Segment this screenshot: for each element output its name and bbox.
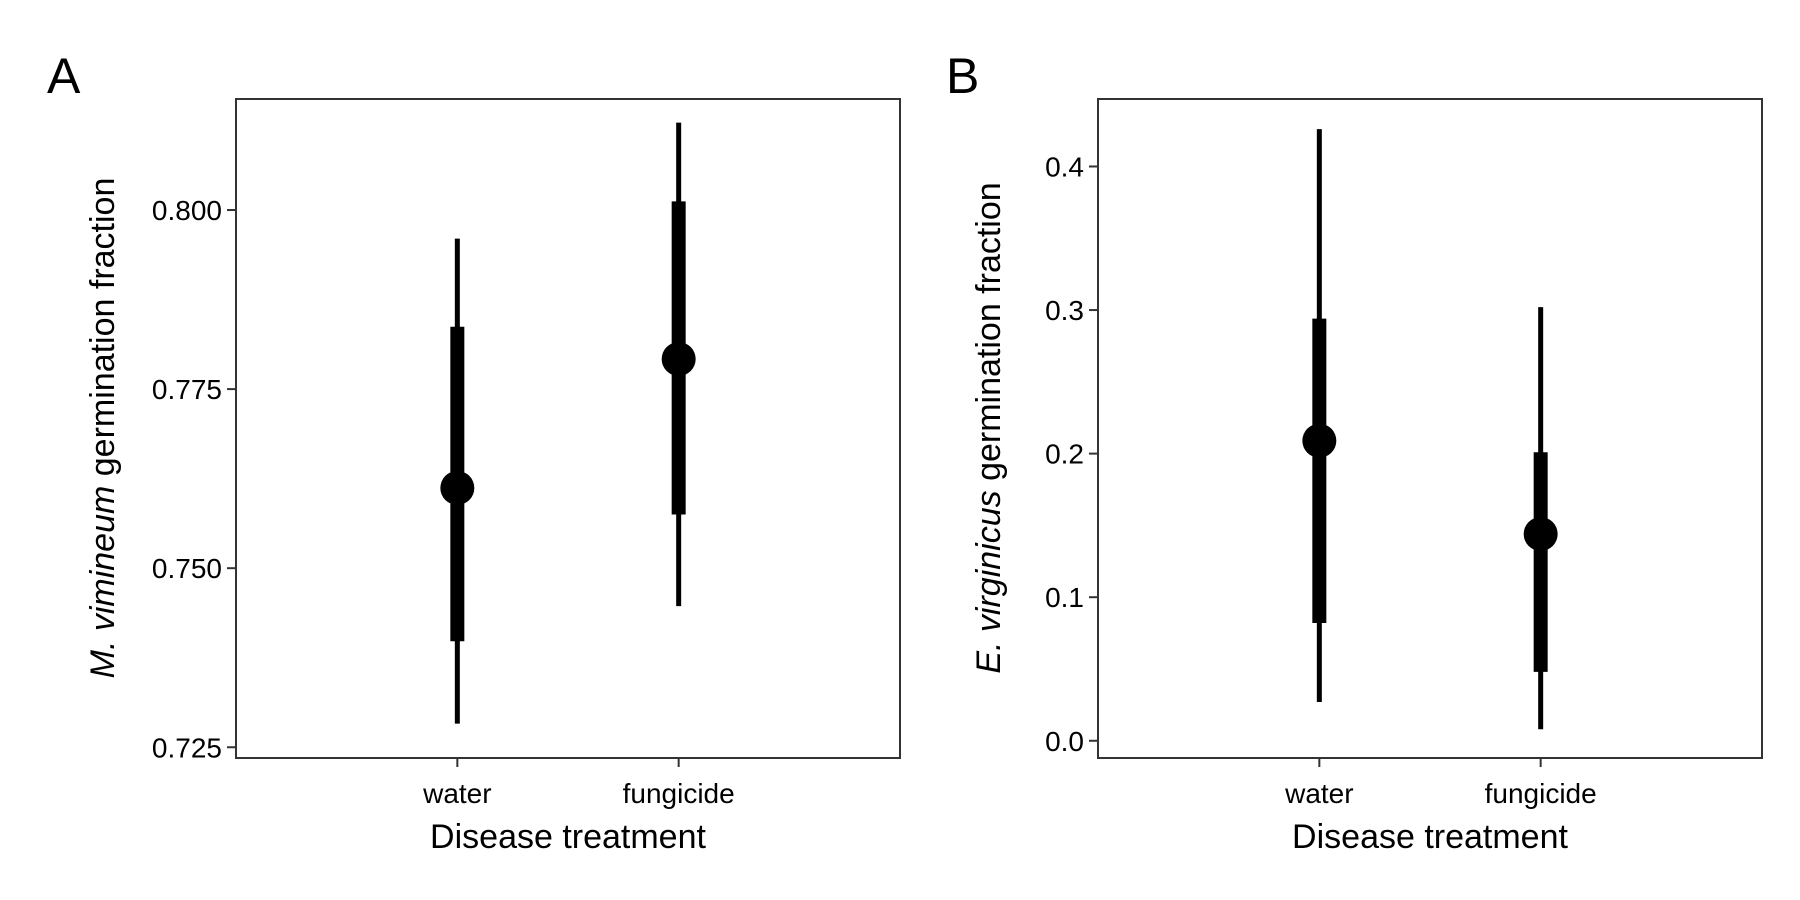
panel-b-x-tick-label: water xyxy=(1284,778,1353,809)
panel-b-marks xyxy=(1302,129,1558,730)
panel-b-x-tick-label: fungicide xyxy=(1485,778,1597,809)
panel-a-x-tick-label: water xyxy=(422,778,491,809)
panel-b-plot-frame xyxy=(1097,98,1763,759)
panel-b-y-axis-title-measure: germination fraction xyxy=(970,182,1008,490)
panel-b-y-axis-title: E. virginicus germination fraction xyxy=(970,182,1008,673)
panel-a-y-tick-label: 0.750 xyxy=(152,553,222,584)
panel-b-y-axis-title-species: E. virginicus xyxy=(970,490,1008,673)
panel-a-x-tick-label: fungicide xyxy=(623,778,735,809)
panel-a-y-axis-title-measure: germination fraction xyxy=(84,178,122,486)
panel-a-point-fungicide xyxy=(661,342,696,377)
panel-b-x-axis: water fungicide xyxy=(1284,758,1597,809)
panel-a-x-axis-title: Disease treatment xyxy=(430,818,706,856)
panel-a-y-axis: 0.725 0.750 0.775 0.800 xyxy=(152,195,236,763)
panel-b-point-fungicide xyxy=(1523,517,1558,552)
panel-a-x-axis: water fungicide xyxy=(422,758,735,809)
panel-a: A 0.725 0.750 0.775 0.800 water fungicide Di… xyxy=(47,48,901,856)
panel-b-letter: B xyxy=(946,48,979,104)
panel-b-x-axis-title: Disease treatment xyxy=(1292,818,1568,856)
panel-a-y-tick-label: 0.800 xyxy=(152,195,222,226)
panel-a-y-axis-title: M. vimineum germination fraction xyxy=(84,178,122,679)
panel-a-y-tick-label: 0.725 xyxy=(152,732,222,763)
panel-b-y-tick-label: 0.4 xyxy=(1045,151,1084,182)
panel-b-y-axis: 0.0 0.1 0.2 0.3 0.4 xyxy=(1045,151,1098,757)
panel-b: B 0.0 0.1 0.2 0.3 0.4 water fungicide Disease… xyxy=(946,48,1763,856)
panel-a-y-axis-title-species: M. vimineum xyxy=(84,486,122,679)
panel-a-y-tick-label: 0.775 xyxy=(152,374,222,405)
panel-b-point-water xyxy=(1302,423,1337,458)
panel-b-y-tick-label: 0.0 xyxy=(1045,726,1084,757)
panel-a-point-water xyxy=(440,470,475,505)
panel-b-y-tick-label: 0.2 xyxy=(1045,439,1084,470)
panel-b-y-tick-label: 0.1 xyxy=(1045,582,1084,613)
panel-a-marks xyxy=(440,122,696,724)
panel-a-plot-frame xyxy=(235,98,901,759)
panel-a-letter: A xyxy=(47,48,81,104)
panel-b-y-tick-label: 0.3 xyxy=(1045,295,1084,326)
